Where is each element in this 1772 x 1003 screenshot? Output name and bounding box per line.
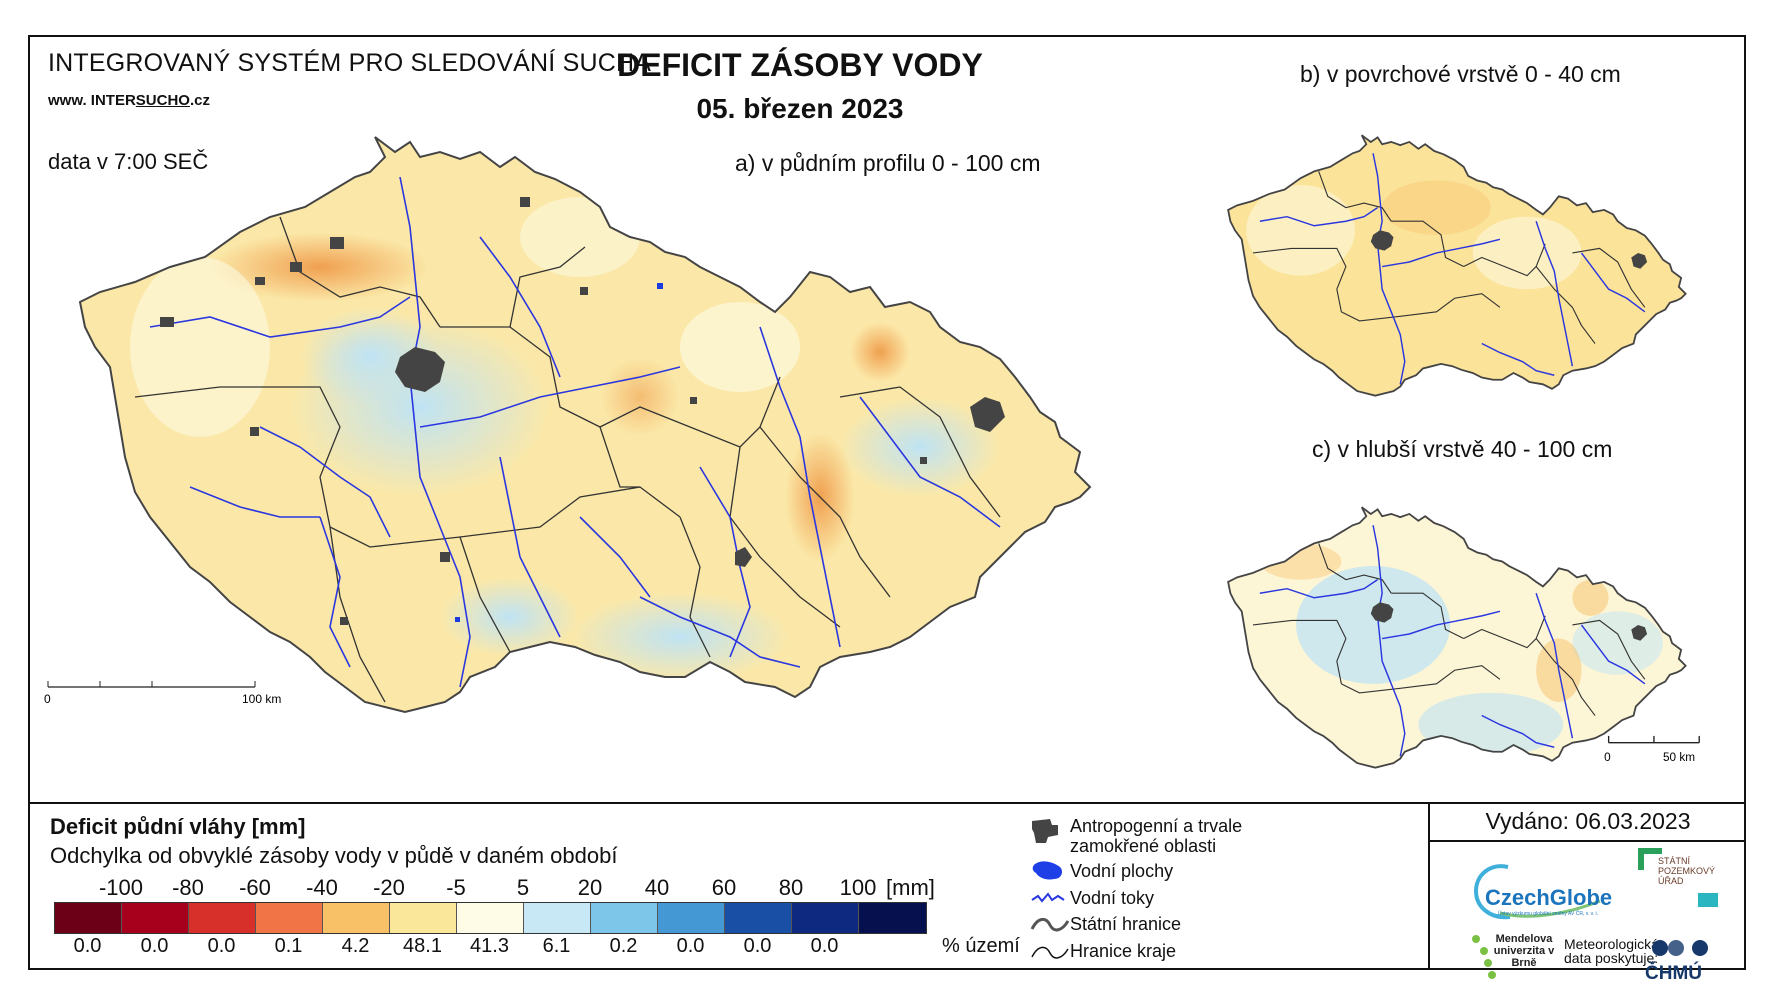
mendel-logo-text: Mendelova univerzita v Brně	[1493, 933, 1555, 969]
legend-percentage: 0.2	[609, 935, 638, 957]
legend-state-border: Státní hranice	[1070, 914, 1182, 934]
legend-swatch	[457, 903, 524, 933]
legend-colorbar	[54, 902, 927, 934]
map-date: 05. březen 2023	[696, 93, 904, 124]
system-title: INTEGROVANÝ SYSTÉM PRO SLEDOVÁNÍ SUCHA	[48, 49, 652, 77]
main-title: DEFICIT ZÁSOBY VODY	[617, 47, 983, 83]
legend-swatch	[591, 903, 658, 933]
mendel-dots-icon	[1472, 935, 1496, 979]
czechglobe-logo-text: CzechGlobe	[1485, 885, 1613, 910]
czechglobe-logo-subtitle: Ústav výzkumu globální změny AV ČR, v. v…	[1498, 911, 1599, 917]
spu-logo-text: STÁTNÍ POZEMKOVÝ ÚŘAD	[1658, 856, 1716, 886]
main-scalebar: 0 100 km	[44, 681, 281, 706]
legend-subtitle: Odchylka od obvyklé zásoby vody v půdě v…	[50, 843, 618, 868]
legend-streams: Vodní toky	[1070, 888, 1155, 908]
legend-tick: 60	[711, 875, 737, 900]
legend-swatch	[323, 903, 390, 933]
website-suffix: .cz	[189, 92, 210, 109]
small-scale-end: 50 km	[1663, 751, 1695, 764]
legend-swatch	[524, 903, 591, 933]
legend-tick: 5	[516, 875, 530, 900]
legend-percentage: 0.0	[140, 935, 169, 957]
info-divider-horizontal	[1428, 840, 1746, 842]
legend-title: Deficit půdní vláhy [mm]	[50, 814, 306, 839]
stream-icon	[1031, 892, 1065, 903]
panel-b-title: b) v povrchové vrstvě 0 - 40 cm	[1300, 61, 1621, 87]
info-divider-vertical	[1428, 802, 1430, 970]
chmu-logo-text: ČHMÚ	[1645, 963, 1702, 984]
panel-c-title: c) v hlubší vrstvě 40 - 100 cm	[1312, 436, 1613, 462]
legend-divider	[30, 802, 1744, 804]
legend-swatch	[390, 903, 457, 933]
spu-logo-square-icon	[1698, 893, 1718, 907]
legend-tick: 100	[839, 875, 877, 900]
legend-tick: -20	[373, 875, 405, 900]
legend-tick: -40	[306, 875, 338, 900]
legend-percentage: 0.0	[743, 935, 772, 957]
legend-tick: -60	[239, 875, 271, 900]
map-frame: INTEGROVANÝ SYSTÉM PRO SLEDOVÁNÍ SUCHA w…	[28, 35, 1746, 984]
legend-percentage: 48.1	[403, 935, 442, 957]
main-map-a: 0 100 km	[44, 136, 1091, 713]
legend-percentage: 0.0	[207, 935, 236, 957]
legend-percentage: 0.0	[676, 935, 705, 957]
legend-swatch	[859, 903, 926, 933]
region-border-icon	[1031, 946, 1069, 959]
legend-swatch	[725, 903, 792, 933]
legend-water-bodies: Vodní plochy	[1070, 861, 1174, 881]
small-scale-zero: 0	[1604, 751, 1611, 764]
legend-ticks: -100 -80 -60 -40 -20 -5 5 20 40 60 80 100 [mm]	[50, 875, 935, 901]
website-link[interactable]: www. INTERSUCHO.cz	[48, 92, 210, 109]
legend-tick: -100	[98, 875, 144, 900]
percent-label: % území	[942, 935, 1020, 957]
main-scale-end: 100 km	[242, 692, 281, 706]
legend-swatch	[189, 903, 256, 933]
legend-tick: 20	[577, 875, 603, 900]
data-time: data v 7:00 SEČ	[48, 149, 209, 174]
legend-percentage: 6.1	[542, 935, 571, 957]
legend-swatch	[658, 903, 725, 933]
legend-tick: 80	[778, 875, 804, 900]
legend-percentage: 0.0	[73, 935, 102, 957]
legend-swatch	[256, 903, 323, 933]
small-scalebar: 0 50 km	[1604, 735, 1700, 764]
legend-unit: [mm]	[886, 875, 935, 900]
legend-tick: -80	[172, 875, 204, 900]
website-prefix: www. INTER	[48, 92, 136, 109]
legend-swatch	[55, 903, 122, 933]
state-border-icon	[1030, 918, 1070, 932]
meteo-data-text: Meteorologická data poskytuje:	[1564, 936, 1659, 966]
chmu-logo-icon	[1652, 940, 1708, 956]
map-c: 0 50 km	[1227, 506, 1700, 769]
main-scale-zero: 0	[44, 692, 51, 706]
legend-swatch	[792, 903, 859, 933]
legend-percentage: 0.0	[810, 935, 839, 957]
legend-swatch	[122, 903, 189, 933]
website-mid: SUCHO	[135, 92, 190, 109]
legend-tick: 40	[644, 875, 670, 900]
legend-percentage: 4.2	[341, 935, 370, 957]
legend-region-border: Hranice kraje	[1070, 941, 1177, 961]
map-b	[1227, 134, 1687, 397]
panel-a-title: a) v půdním profilu 0 - 100 cm	[735, 150, 1041, 176]
water-body-icon	[1032, 861, 1062, 880]
legend-percentage: 0.1	[274, 935, 303, 957]
spu-logo-icon	[1638, 848, 1662, 870]
anthro-area-icon	[1032, 819, 1058, 843]
legend-percentage: 41.3	[470, 935, 509, 957]
issued-date: Vydáno: 06.03.2023	[1485, 808, 1691, 834]
czechglobe-logo-icon	[1473, 864, 1601, 920]
legend-anthro: Antropogenní a trvale zamokřené oblasti	[1070, 816, 1243, 856]
legend-tick: -5	[446, 875, 466, 900]
